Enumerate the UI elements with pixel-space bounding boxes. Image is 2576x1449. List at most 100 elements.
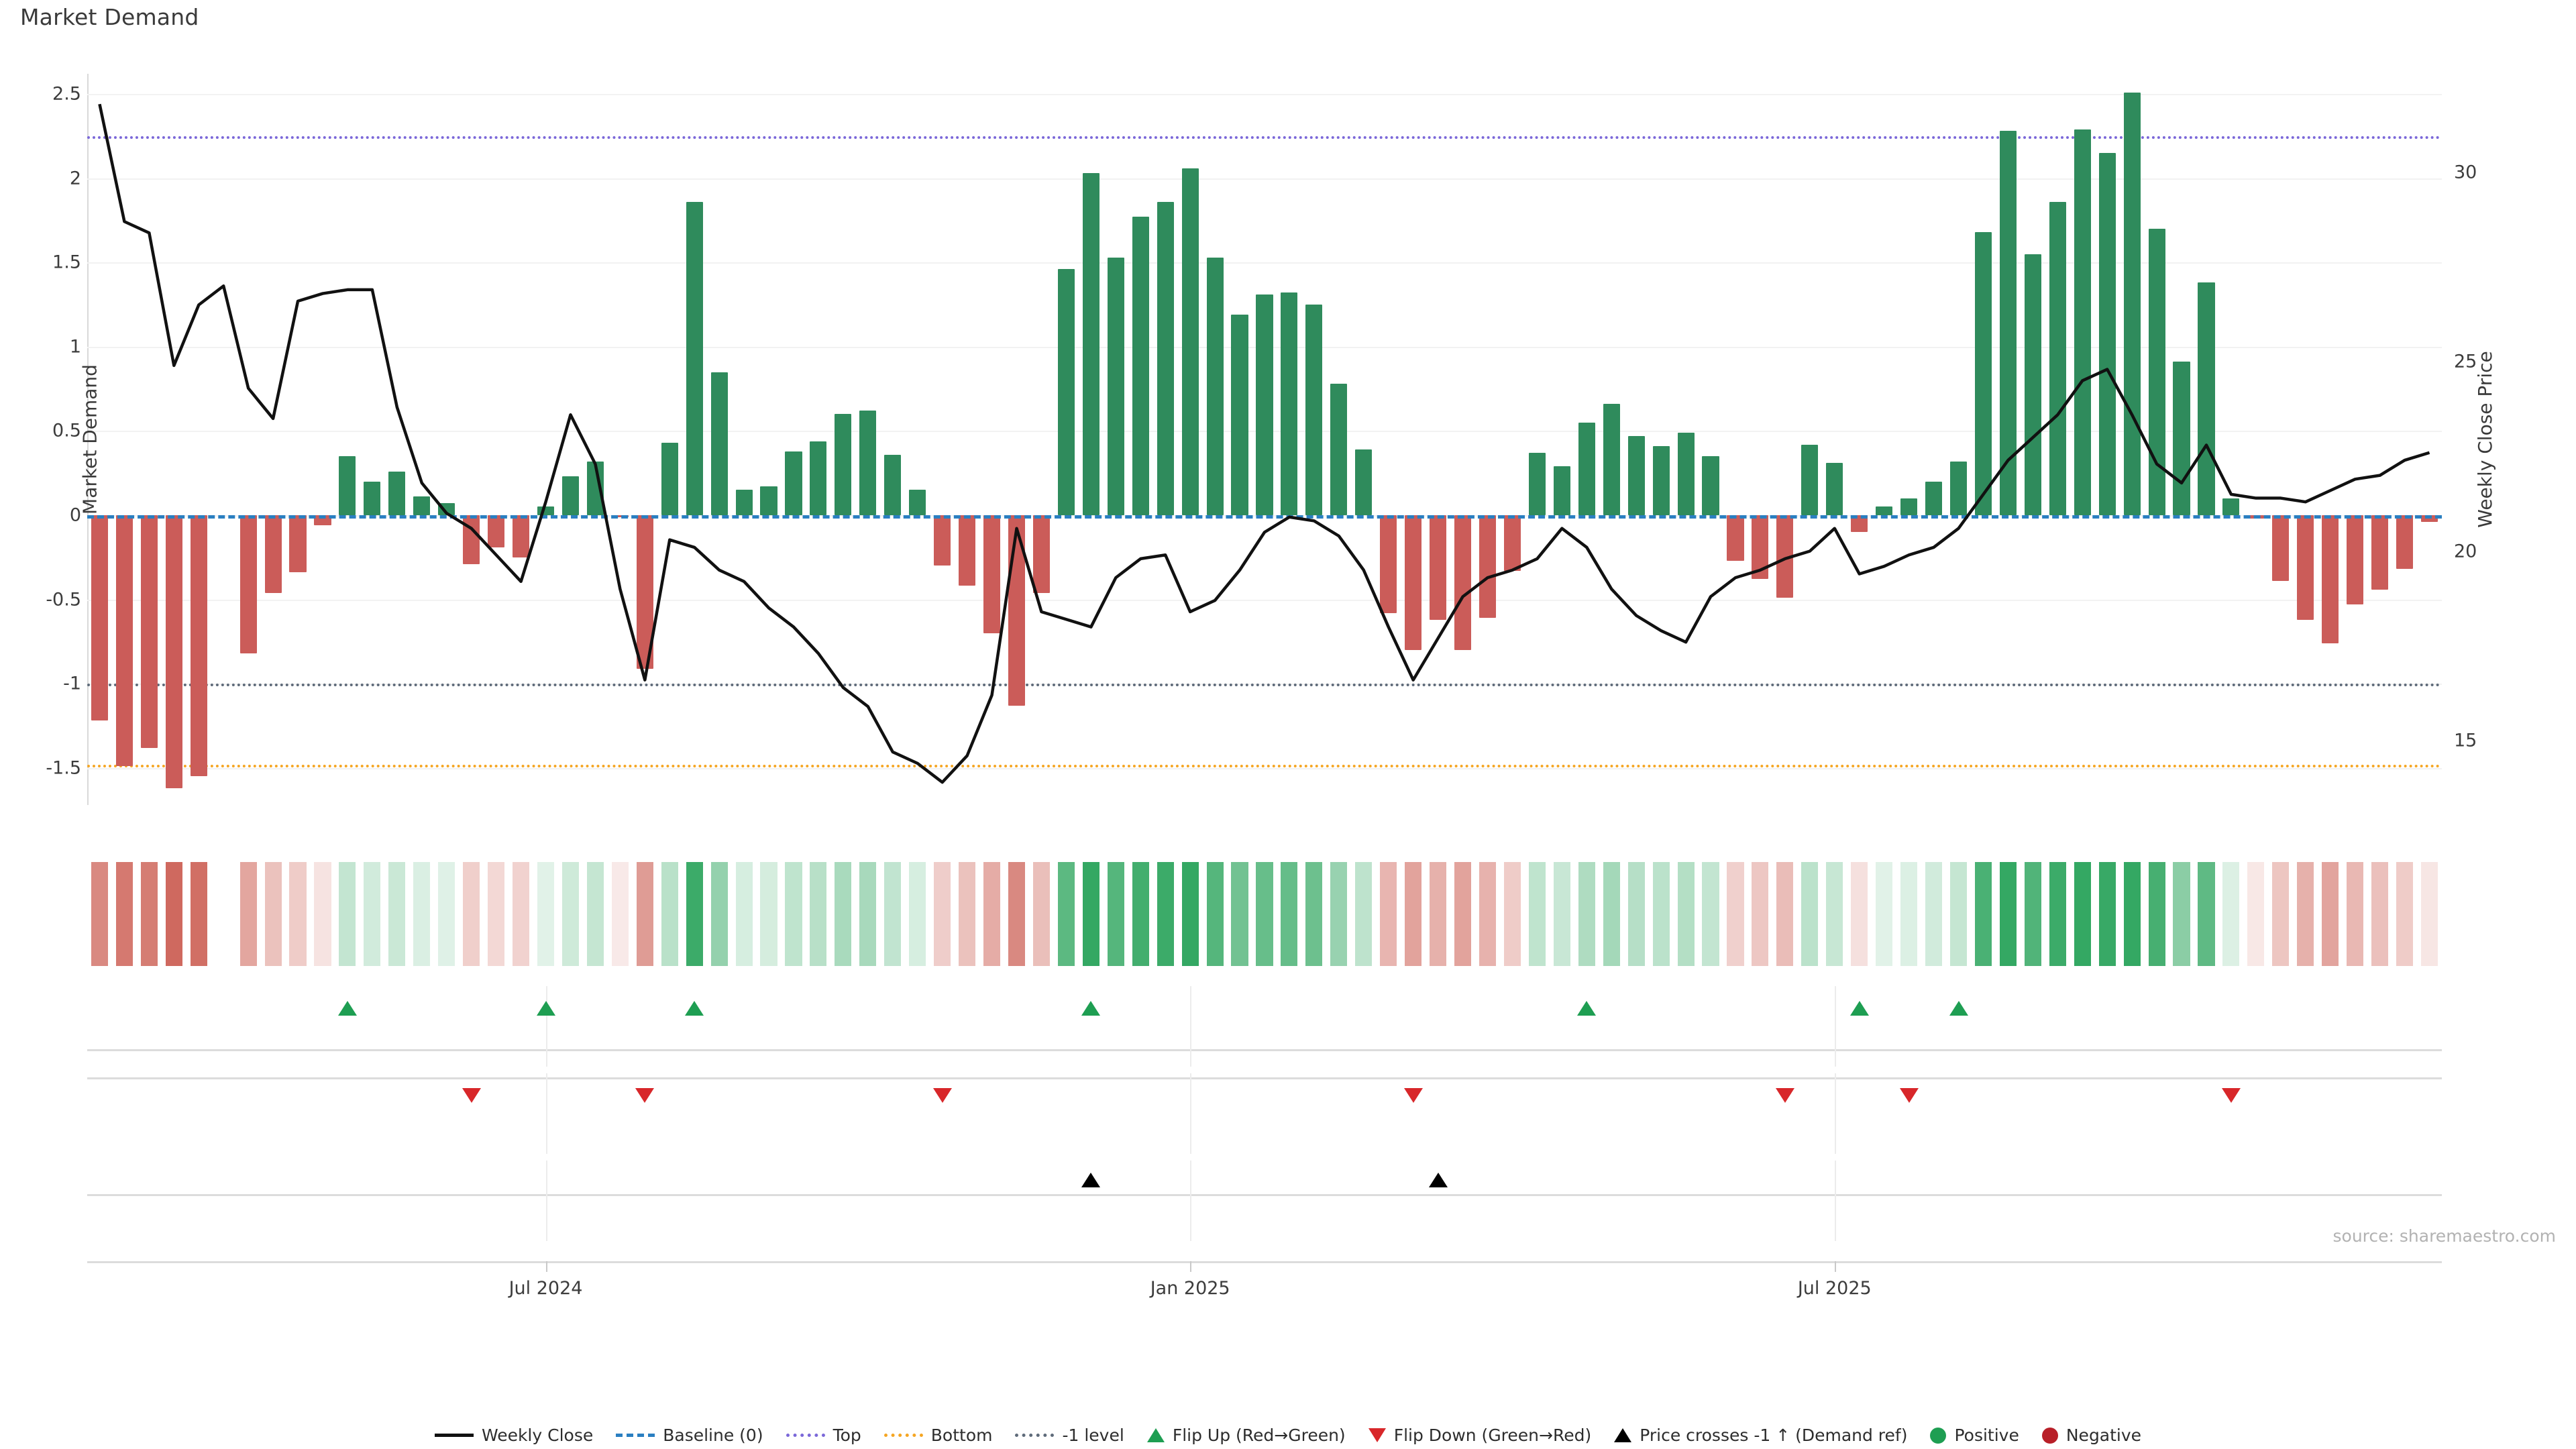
heat-cell (1430, 862, 1447, 966)
flip-up-marker (1081, 1001, 1101, 1016)
heat-cell (364, 862, 381, 966)
price-cross-marker-row (87, 1073, 2442, 1154)
heat-cell (1082, 862, 1099, 966)
x-axis-tick (1834, 1261, 1836, 1272)
y-axis-right-label: Weekly Close Price (2473, 351, 2496, 528)
heat-cell (1677, 862, 1695, 966)
heat-cell (1727, 862, 1744, 966)
row-vertical-tick (1834, 986, 1836, 1067)
heat-cell (760, 862, 777, 966)
y-axis-right-tick: 15 (2454, 730, 2477, 751)
x-axis-tick (545, 1261, 547, 1272)
heat-cell (1801, 862, 1819, 966)
heat-cell (1826, 862, 1843, 966)
x-axis-tick (1190, 1261, 1192, 1272)
heat-cell (661, 862, 678, 966)
heat-cell (513, 862, 530, 966)
heat-cell (488, 862, 505, 966)
spacer-marker-row (87, 1161, 2442, 1241)
heat-cell (1900, 862, 1918, 966)
flip-up-marker (536, 1001, 555, 1016)
demand-bar (488, 515, 505, 547)
heat-cell (2024, 862, 2041, 966)
demand-bar (289, 515, 307, 573)
legend-item-weekly-close[interactable]: Weekly Close (434, 1426, 593, 1445)
demand-bar (413, 496, 431, 516)
legend-item-bottom[interactable]: Bottom (883, 1426, 993, 1445)
heat-cell (1479, 862, 1497, 966)
heat-cell (859, 862, 877, 966)
flip-up-marker (337, 1001, 357, 1016)
heat-cell (1380, 862, 1397, 966)
demand-bar (1008, 515, 1026, 706)
demand-bar (1578, 422, 1595, 515)
heat-cell (314, 862, 331, 966)
flip-down-marker (1899, 1088, 1919, 1103)
demand-bar (1503, 515, 1521, 571)
dotted-line-icon (1015, 1434, 1055, 1437)
heat-cell (264, 862, 282, 966)
legend-item-label: Price crosses -1 ↑ (Demand ref) (1640, 1426, 1908, 1445)
gridline (87, 599, 2442, 601)
heat-cell (884, 862, 902, 966)
demand-bar (1627, 435, 1645, 515)
legend-item-top[interactable]: Top (786, 1426, 861, 1445)
demand-bar (1999, 131, 2017, 516)
demand-bar (438, 503, 455, 516)
legend-item-price-cross[interactable]: Price crosses -1 ↑ (Demand ref) (1614, 1426, 1907, 1445)
demand-bar (537, 506, 555, 515)
heat-cell (2198, 862, 2215, 966)
demand-bar (686, 201, 703, 516)
price-cross-marker (1428, 1173, 1448, 1187)
heat-cell (1206, 862, 1224, 966)
heat-cell (463, 862, 480, 966)
y-axis-left-tick: 2 (69, 168, 81, 189)
demand-bar (1057, 269, 1075, 515)
flip-down-marker (462, 1088, 481, 1103)
demand-bar (810, 441, 827, 515)
circle-icon (1930, 1427, 1947, 1444)
heat-cell (1851, 862, 1868, 966)
legend-item-flip-down[interactable]: Flip Down (Green→Red) (1368, 1426, 1592, 1445)
legend-item-minus1[interactable]: -1 level (1015, 1426, 1124, 1445)
demand-bar (934, 515, 951, 566)
heat-cell (413, 862, 431, 966)
demand-bar (2347, 515, 2364, 605)
heat-cell (1057, 862, 1075, 966)
reference-line-minus1 (87, 684, 2442, 687)
demand-bar (1430, 515, 1447, 620)
heat-cell (710, 862, 728, 966)
gridline (87, 767, 2442, 769)
demand-bar (388, 471, 406, 516)
flip-marker-row (87, 986, 2442, 1067)
demand-bar (1231, 315, 1248, 515)
gridline (87, 94, 2442, 96)
legend-item-label: Bottom (930, 1426, 993, 1445)
legend-item-flip-up[interactable]: Flip Up (Red→Green) (1146, 1426, 1346, 1445)
heat-cell (1925, 862, 1943, 966)
demand-bar (909, 490, 926, 516)
triangle-up-icon (1614, 1428, 1632, 1442)
heat-cell (1281, 862, 1298, 966)
heat-cell (2222, 862, 2240, 966)
heat-cell (636, 862, 653, 966)
heat-cell (835, 862, 852, 966)
demand-bar (1281, 292, 1298, 515)
heat-cell (561, 862, 580, 966)
legend-item-label: Flip Down (Green→Red) (1393, 1426, 1592, 1445)
demand-bar (1528, 453, 1546, 515)
heat-cell (1603, 862, 1620, 966)
x-axis-tick-label: Jul 2024 (508, 1278, 583, 1299)
reference-line-baseline (87, 515, 2442, 519)
row-rule (87, 1194, 2442, 1197)
heat-cell (1578, 862, 1595, 966)
demand-bar (561, 476, 580, 515)
legend-item-negative[interactable]: Negative (2041, 1426, 2141, 1445)
legend-item-baseline[interactable]: Baseline (0) (616, 1426, 763, 1445)
demand-bar (1032, 515, 1051, 593)
heat-cell (1652, 862, 1670, 966)
demand-bar (2297, 515, 2314, 620)
demand-bar (735, 490, 753, 516)
reference-line-bottom (87, 764, 2442, 767)
legend-item-positive[interactable]: Positive (1930, 1426, 2019, 1445)
